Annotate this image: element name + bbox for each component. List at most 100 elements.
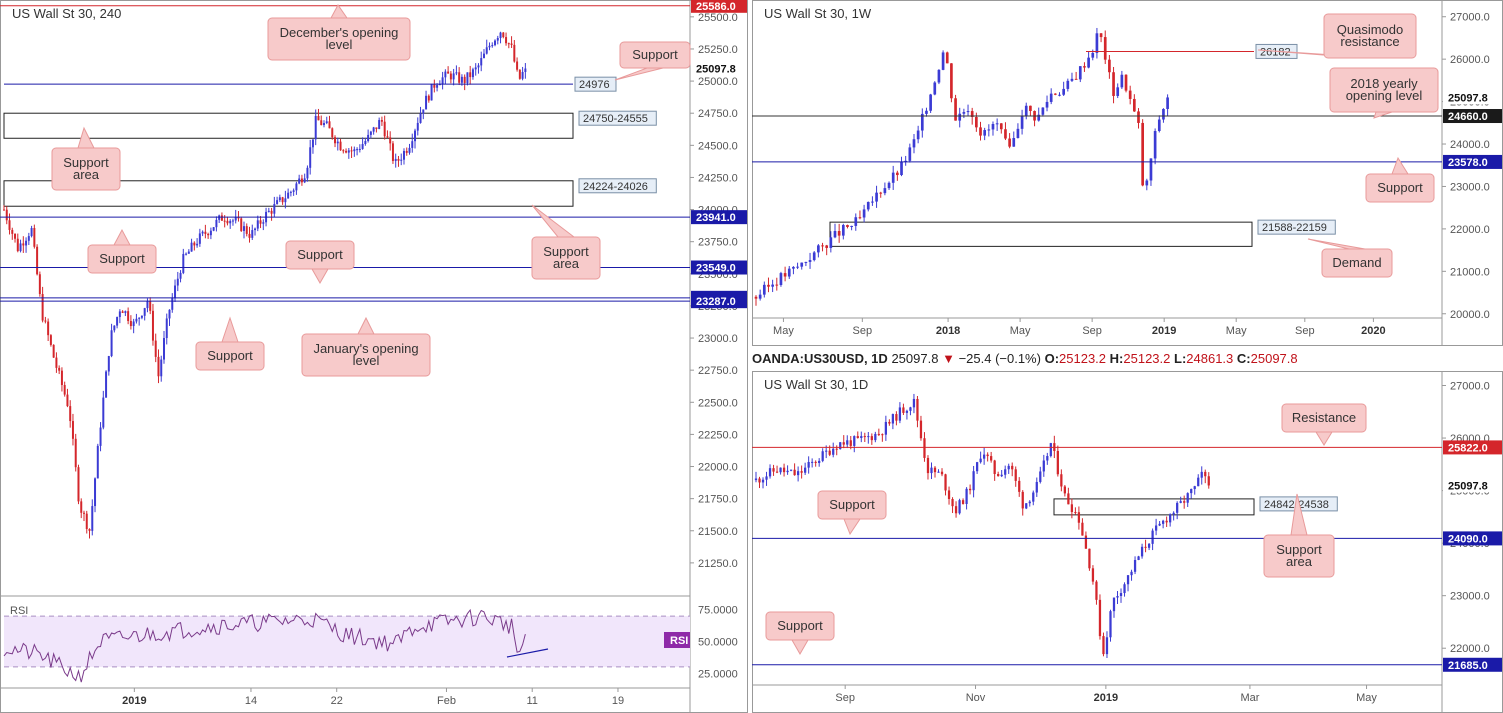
candle-body — [121, 311, 124, 313]
candle-body — [1116, 87, 1120, 96]
candle-body — [812, 252, 816, 261]
candle-body — [482, 53, 485, 59]
note-box — [1323, 13, 1417, 59]
candle-body — [99, 427, 102, 446]
price-tag — [691, 260, 747, 275]
candle-body — [38, 274, 41, 295]
zone-box — [829, 221, 1253, 247]
note-text: area — [553, 256, 580, 271]
candle-body — [336, 141, 339, 144]
candle-body — [30, 228, 33, 237]
candle-body — [835, 448, 838, 450]
candle-body — [800, 262, 804, 267]
candle-body — [767, 284, 770, 287]
candle-body — [1102, 636, 1105, 655]
candle-body — [1128, 90, 1132, 99]
candle-body — [900, 161, 903, 176]
candle-body — [149, 301, 152, 311]
candle-body — [1029, 105, 1032, 111]
note-text: Support — [543, 244, 589, 259]
h4-chart-panel[interactable]: 21250.0 21500.0 21750.0 22000.0 22250.0 22500… — [0, 0, 748, 713]
annotation-note: Support — [87, 228, 157, 274]
price-tag-label: 24660.0 — [1448, 111, 1488, 123]
x-tick-label: May — [1356, 692, 1377, 704]
candle-body — [8, 220, 11, 230]
high-value: 25123.2 — [1123, 351, 1171, 366]
price-tag — [1443, 109, 1502, 124]
candle-body — [829, 237, 833, 248]
zone-box — [3, 112, 574, 139]
x-tick-label: 2019 — [1094, 692, 1118, 704]
candle-body — [463, 76, 466, 83]
level-label: 26182 — [1260, 46, 1291, 58]
candle-body — [433, 83, 436, 88]
price-tag-label: 23287.0 — [696, 296, 736, 308]
candle-body — [1172, 512, 1175, 515]
candle-body — [350, 150, 353, 152]
candle-body — [322, 123, 325, 126]
candle-body — [140, 315, 143, 318]
candle-body — [1091, 52, 1095, 58]
candle-body — [789, 469, 793, 471]
candle-body — [284, 198, 287, 203]
candle-body — [416, 122, 419, 131]
candle-body — [47, 321, 50, 336]
weekly-chart[interactable]: 20000.021000.022000.023000.024000.025000… — [752, 0, 1503, 346]
candle-body — [793, 469, 796, 476]
candle-body — [441, 77, 444, 85]
candle-body — [986, 454, 989, 457]
note-box — [1263, 534, 1335, 578]
daily-chart[interactable]: 22000.023000.024000.025000.026000.027000… — [752, 371, 1503, 713]
note-text: opening level — [1346, 88, 1423, 103]
candle-body — [1042, 460, 1045, 472]
y-tick-label: 27000.0 — [1450, 381, 1490, 393]
annotation-note: Support — [195, 316, 265, 371]
candle-body — [1063, 486, 1066, 494]
candle-body — [22, 243, 25, 246]
candle-body — [179, 272, 182, 279]
x-tick-label: May — [1010, 325, 1031, 337]
candle-body — [160, 359, 163, 377]
change-value: −25.4 (−0.1%) — [958, 351, 1041, 366]
candle-body — [480, 58, 483, 66]
candle-body — [1124, 74, 1128, 91]
candle-body — [768, 468, 772, 477]
candle-body — [226, 220, 229, 224]
level-label: 24976 — [579, 79, 610, 91]
x-tick-label: Nov — [966, 692, 986, 704]
candle-body — [135, 318, 138, 322]
open-label: O: — [1044, 351, 1060, 366]
candle-body — [972, 471, 975, 491]
h4-chart[interactable]: 21250.0 21500.0 21750.0 22000.0 22250.0 22500… — [0, 0, 748, 713]
note-text: level — [326, 37, 353, 52]
y-tick-label: 26000.0 — [1450, 54, 1490, 66]
candle-body — [292, 190, 295, 192]
candle-body — [1011, 465, 1014, 470]
rsi-trendline — [506, 648, 549, 658]
candle-body — [902, 407, 905, 413]
candle-body — [116, 317, 119, 326]
candle-body — [185, 253, 188, 255]
candle-body — [881, 434, 884, 436]
candle-body — [256, 220, 259, 229]
candle-body — [1018, 480, 1021, 492]
candle-body — [1077, 512, 1081, 523]
candle-body — [386, 136, 389, 138]
candle-body — [1137, 111, 1140, 123]
candle-body — [1021, 491, 1024, 509]
candle-body — [1054, 93, 1057, 95]
candle-body — [818, 460, 821, 463]
candle-body — [800, 471, 803, 473]
candle-body — [871, 201, 874, 203]
weekly-chart-panel[interactable]: 20000.021000.022000.023000.024000.025000… — [752, 0, 1503, 346]
candle-body — [839, 442, 842, 450]
high-label: H: — [1109, 351, 1124, 366]
candle-body — [364, 141, 367, 145]
candle-body — [242, 226, 245, 231]
candle-body — [782, 467, 786, 473]
candle-body — [1035, 481, 1038, 493]
candle-body — [102, 397, 105, 428]
candle-body — [916, 398, 919, 421]
daily-chart-panel[interactable]: 22000.023000.024000.025000.026000.027000… — [752, 371, 1503, 713]
